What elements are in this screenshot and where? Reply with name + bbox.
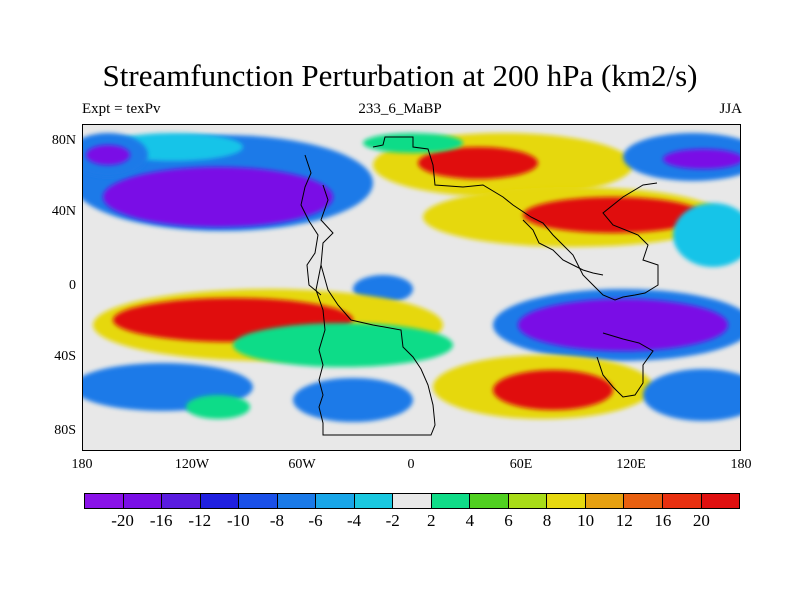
colorbar-label: -16 <box>149 511 173 530</box>
colorbar-swatch <box>431 494 471 508</box>
lon-tick-180w: 180 <box>71 457 93 472</box>
lon-tick-60w: 60W <box>288 457 316 472</box>
lat-tick-40s: 40S <box>54 349 76 364</box>
lat-tick-80n: 80N <box>51 133 76 148</box>
lon-tick-60e: 60E <box>509 457 533 472</box>
colorbar-label: -6 <box>308 511 323 530</box>
colorbar-swatch <box>277 494 317 508</box>
run-id-label: 233_6_MaBP <box>358 101 442 117</box>
contour-region-pos-asia-core <box>523 197 703 233</box>
contour-region-pos-southatl-core <box>493 370 613 410</box>
lon-tick-120w: 120W <box>174 457 210 472</box>
colorbar-label: 8 <box>542 511 552 530</box>
colorbar-swatch <box>701 494 740 508</box>
streamfunction-map <box>68 125 763 450</box>
colorbar-swatch <box>162 494 201 508</box>
colorbar-label: -8 <box>269 511 285 530</box>
colorbar-swatch <box>354 494 394 508</box>
colorbar-swatch <box>239 494 278 508</box>
colorbar-swatch <box>316 494 355 508</box>
season-label: JJA <box>719 101 742 117</box>
colorbar-swatch <box>547 494 586 508</box>
coastline-asia-south <box>522 219 604 276</box>
contour-region-neg-south-east <box>643 369 763 421</box>
lat-tick-40n: 40N <box>51 204 76 219</box>
coastline-america <box>300 154 322 296</box>
colorbar-swatch <box>624 494 663 508</box>
colorbar-label: 2 <box>427 511 436 530</box>
map-plot-area <box>68 124 763 451</box>
coastline-outline <box>300 136 659 436</box>
colorbar-swatch <box>85 494 124 508</box>
lat-tick-80s: 80S <box>54 423 76 438</box>
contour-region-pos-eurasia-core <box>418 147 538 179</box>
colorbar <box>84 493 740 509</box>
coastline-australia <box>596 332 654 398</box>
plot-title: Streamfunction Perturbation at 200 hPa (… <box>102 58 698 93</box>
contour-region-neg-band-nw-core <box>103 167 333 227</box>
contour-region-neg-south-mid <box>293 378 413 422</box>
colorbar-swatch <box>393 494 432 508</box>
contour-region-neg-indian-core <box>518 299 728 351</box>
colorbar-label: -2 <box>385 511 400 530</box>
colorbar-swatch <box>123 494 163 508</box>
contour-region-neg-east <box>673 203 753 267</box>
colorbar-swatch <box>200 494 240 508</box>
colorbar-swatch <box>508 494 548 508</box>
colorbar-label: 20 <box>692 511 710 530</box>
colorbar-swatch <box>585 494 625 508</box>
contour-region-neg-northpole-core <box>86 145 130 165</box>
lon-tick-120e: 120E <box>616 457 646 472</box>
colorbar-swatch <box>470 494 509 508</box>
contour-region-pos-south-small <box>186 395 250 419</box>
colorbar-label: 16 <box>654 511 672 530</box>
colorbar-label: -12 <box>188 511 212 530</box>
colorbar-label: -4 <box>347 511 362 530</box>
colorbar-swatch <box>662 494 702 508</box>
coastline-eurasia <box>372 136 659 301</box>
experiment-label: Expt = texPv <box>82 101 161 117</box>
colorbar-label: 10 <box>577 511 595 530</box>
colorbar-label: -20 <box>111 511 134 530</box>
lon-tick-0: 0 <box>407 457 415 472</box>
contour-region-pos-southpac-weak <box>233 323 453 367</box>
lon-tick-180e: 180 <box>730 457 752 472</box>
colorbar-label: 6 <box>504 511 513 530</box>
colorbar-label: -10 <box>227 511 250 530</box>
colorbar-label: 12 <box>615 511 633 530</box>
coastline-africa <box>315 184 436 436</box>
colorbar-label: 4 <box>465 511 475 530</box>
lat-tick-0: 0 <box>69 278 76 293</box>
contour-region-neg-northeast-core <box>663 149 743 169</box>
